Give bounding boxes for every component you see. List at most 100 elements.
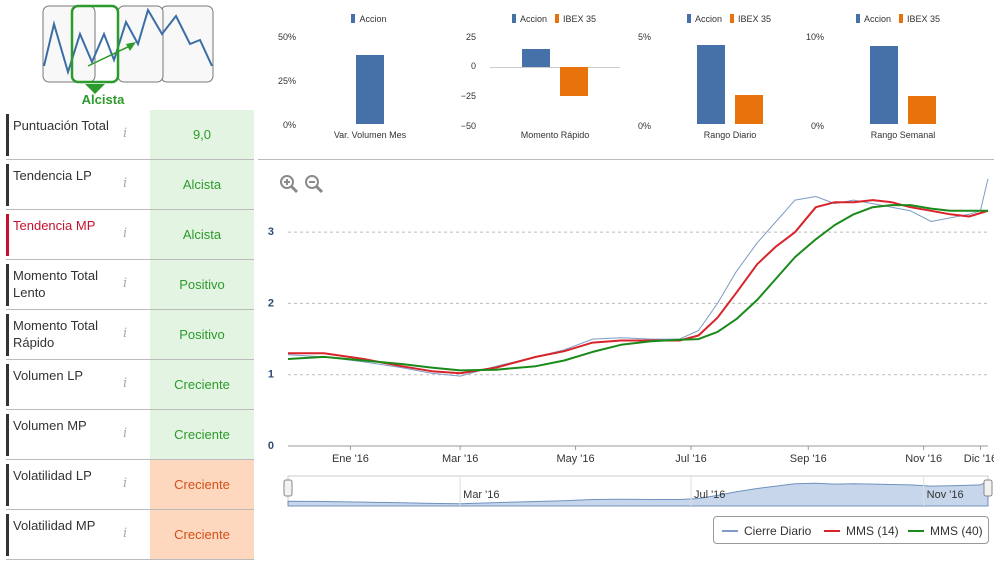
indicator-value: Creciente [150,510,254,559]
indicator-value: Positivo [150,310,254,359]
navigator-series [287,480,989,507]
y-tick-label: −50 [460,121,476,131]
trend-selector[interactable]: Alcista [40,4,215,108]
legend-label: Accion [863,14,891,24]
series-cierre-diario[interactable] [287,178,989,377]
row-marker [6,364,9,406]
mini-chart: Accion IBEX 35 5% 0% Rango Diario [625,0,825,150]
navigator-label: Jul '16 [694,489,725,501]
legend-swatch [351,14,356,23]
x-tick-label: Nov '16 [905,453,942,465]
legend-label: Accion [694,14,722,24]
bar-ibex-35[interactable] [560,66,588,97]
category-label: Momento Rápido [520,130,590,140]
legend-item-mms14[interactable]: MMS (14) [824,524,899,538]
zoom-in-icon[interactable] [279,174,299,194]
trend-thumbnails [42,4,214,94]
indicator-row: Volatilidad LP i Creciente [6,460,254,510]
bar-accion[interactable] [870,45,898,124]
y-tick-label: 0% [810,121,824,131]
mini-chart: Accion 50% 25% 0% Var. Volumen Mes [270,0,460,150]
legend-label: IBEX 35 [737,14,772,24]
zoom-out-icon[interactable] [304,174,324,194]
bar-accion[interactable] [522,49,550,67]
series-mms-40-[interactable] [287,204,988,372]
indicator-panel: Alcista Puntuación Total i 9,0 Tendencia LP… [0,0,254,561]
info-icon[interactable]: i [123,126,128,141]
indicator-value: Alcista [150,210,254,259]
mini-legend: Accion IBEX 35 [790,14,998,24]
y-tick-label: 0% [282,120,296,130]
indicator-row: Momento Total Rápido i Positivo [6,310,254,360]
info-icon[interactable]: i [123,276,128,291]
category-label: Rango Semanal [870,130,936,140]
x-tick-label: Mar '16 [442,453,478,465]
y-tick-label: 50% [277,32,296,42]
y-tick-label: 1 [268,369,274,381]
mini-chart: Accion IBEX 35 10% 0% Rango Semanal [790,0,998,150]
y-tick-label: 5% [637,32,651,42]
price-chart[interactable]: 0 1 2 3 Ene '16 Mar '16 May '16 Jul '16 Sep '16 N… [258,168,994,513]
series-mms-14-[interactable] [288,199,989,375]
bar-accion[interactable] [356,55,384,124]
legend-swatch [729,14,734,23]
indicator-label: Volatilidad MP [13,518,96,533]
y-tick-label: 0% [637,121,651,131]
y-tick-label: 10% [805,32,824,42]
bar-ibex-35[interactable] [908,95,936,124]
legend-label: IBEX 35 [562,14,597,24]
indicator-value: Alcista [150,160,254,209]
navigator-handle-right[interactable] [983,479,993,497]
indicator-label: Volumen LP [13,368,84,383]
bar-ibex-35[interactable] [735,94,763,124]
row-marker [6,314,9,356]
row-marker [6,514,9,556]
info-icon[interactable]: i [123,376,128,391]
info-icon[interactable]: i [123,476,128,491]
info-icon[interactable]: i [123,326,128,341]
divider [258,159,994,160]
indicator-value: 9,0 [150,110,254,159]
indicator-value: Creciente [150,460,254,509]
info-icon[interactable]: i [123,526,128,541]
bar-accion[interactable] [697,44,725,124]
y-tick-label: 25% [277,76,296,86]
info-icon[interactable]: i [123,176,128,191]
legend-swatch [898,14,903,23]
y-tick-label: 25 [465,32,476,42]
y-tick-label: 3 [268,226,274,238]
legend-item-cierre[interactable]: Cierre Diario [722,524,811,538]
legend-label: IBEX 35 [906,14,941,24]
category-label: Var. Volumen Mes [333,130,407,140]
navigator-label: Nov '16 [927,489,964,501]
row-marker [6,464,9,506]
legend-item-mms40[interactable]: MMS (40) [908,524,983,538]
mini-legend: Accion IBEX 35 [625,14,825,24]
y-tick-label: 0 [470,61,476,71]
indicator-row: Tendencia MP i Alcista [6,210,254,260]
x-tick-label: May '16 [556,453,594,465]
navigator-label: Mar '16 [463,489,499,501]
mini-chart: Accion IBEX 35 25 0 −25 −50 Momento Rápido [450,0,650,150]
y-tick-label: −25 [460,91,476,101]
trend-label: Alcista [81,92,125,107]
row-marker [6,114,9,156]
indicator-row: Volatilidad MP i Creciente [6,510,254,560]
indicator-value: Creciente [150,410,254,459]
indicator-row: Volumen LP i Creciente [6,360,254,410]
info-icon[interactable]: i [123,426,128,441]
navigator-handle-left[interactable] [283,479,293,497]
mini-legend: Accion [270,14,460,24]
indicator-label: Puntuación Total [13,118,109,133]
indicator-row: Volumen MP i Creciente [6,410,254,460]
mini-legend: Accion IBEX 35 [450,14,650,24]
category-label: Rango Diario [703,130,757,140]
info-icon[interactable]: i [123,226,128,241]
legend-label: Accion [359,14,387,24]
zero-line [490,66,620,68]
indicator-value: Positivo [150,260,254,309]
chart-legend: Cierre Diario MMS (14) MMS (40) [713,516,989,544]
legend-swatch [554,14,559,23]
x-tick-label: Dic '16 [964,453,994,465]
legend-swatch [686,14,691,23]
